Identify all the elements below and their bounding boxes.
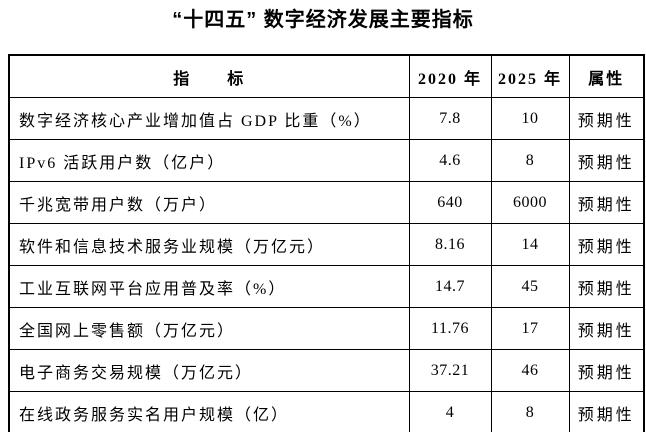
table-row: 软件和信息技术服务业规模（万亿元） 8.16 14 预期性 <box>8 223 645 266</box>
indicator-cell: 数字经济核心产业增加值占 GDP 比重（%） <box>8 97 410 140</box>
header-attribute: 属性 <box>568 54 645 98</box>
indicator-cell: 电子商务交易规模（万亿元） <box>8 349 410 392</box>
value-2025-cell: 46 <box>490 349 570 392</box>
value-2025-cell: 8 <box>490 391 570 432</box>
value-2025-cell: 45 <box>490 265 570 308</box>
value-2020-cell: 37.21 <box>408 349 492 392</box>
indicator-cell: 工业互联网平台应用普及率（%） <box>8 265 410 308</box>
value-2025-cell: 8 <box>490 139 570 182</box>
header-2020: 2020 年 <box>408 54 492 98</box>
table-row: 工业互联网平台应用普及率（%） 14.7 45 预期性 <box>8 265 645 308</box>
page-title: “十四五” 数字经济发展主要指标 <box>172 9 474 31</box>
table-row: 电子商务交易规模（万亿元） 37.21 46 预期性 <box>8 349 645 392</box>
table-row: 数字经济核心产业增加值占 GDP 比重（%） 7.8 10 预期性 <box>8 97 645 140</box>
table-header-row: 指 标 2020 年 2025 年 属性 <box>8 54 645 98</box>
attribute-cell: 预期性 <box>568 349 645 392</box>
attribute-cell: 预期性 <box>568 391 645 432</box>
value-2020-cell: 11.76 <box>408 307 492 350</box>
attribute-cell: 预期性 <box>568 265 645 308</box>
indicators-table: 指 标 2020 年 2025 年 属性 数字经济核心产业增加值占 GDP 比重… <box>8 54 645 432</box>
value-2020-cell: 640 <box>408 181 492 224</box>
attribute-cell: 预期性 <box>568 97 645 140</box>
value-2025-cell: 6000 <box>490 181 570 224</box>
table-row: 在线政务服务实名用户规模（亿） 4 8 预期性 <box>8 391 645 432</box>
attribute-cell: 预期性 <box>568 223 645 266</box>
table-row: IPv6 活跃用户数（亿户） 4.6 8 预期性 <box>8 139 645 182</box>
header-indicator: 指 标 <box>8 54 410 98</box>
value-2020-cell: 4.6 <box>408 139 492 182</box>
value-2020-cell: 8.16 <box>408 223 492 266</box>
indicator-cell: 千兆宽带用户数（万户） <box>8 181 410 224</box>
value-2025-cell: 17 <box>490 307 570 350</box>
value-2020-cell: 14.7 <box>408 265 492 308</box>
indicator-cell: IPv6 活跃用户数（亿户） <box>8 139 410 182</box>
attribute-cell: 预期性 <box>568 139 645 182</box>
table-row: 全国网上零售额（万亿元） 11.76 17 预期性 <box>8 307 645 350</box>
value-2020-cell: 7.8 <box>408 97 492 140</box>
attribute-cell: 预期性 <box>568 181 645 224</box>
indicator-cell: 软件和信息技术服务业规模（万亿元） <box>8 223 410 266</box>
header-2025: 2025 年 <box>490 54 570 98</box>
table-row: 千兆宽带用户数（万户） 640 6000 预期性 <box>8 181 645 224</box>
value-2025-cell: 14 <box>490 223 570 266</box>
value-2020-cell: 4 <box>408 391 492 432</box>
indicator-cell: 全国网上零售额（万亿元） <box>8 307 410 350</box>
attribute-cell: 预期性 <box>568 307 645 350</box>
indicator-cell: 在线政务服务实名用户规模（亿） <box>8 391 410 432</box>
value-2025-cell: 10 <box>490 97 570 140</box>
